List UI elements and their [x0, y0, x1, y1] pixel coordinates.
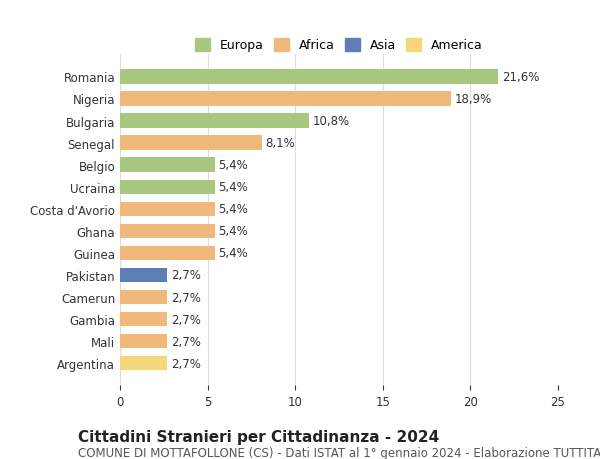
Text: 2,7%: 2,7% — [171, 313, 200, 326]
Text: 2,7%: 2,7% — [171, 357, 200, 370]
Text: 2,7%: 2,7% — [171, 269, 200, 282]
Text: 18,9%: 18,9% — [455, 93, 492, 106]
Bar — [120, 136, 262, 151]
Text: 5,4%: 5,4% — [218, 247, 248, 260]
Bar — [120, 312, 167, 326]
Bar — [120, 268, 167, 282]
Bar — [120, 70, 499, 84]
Legend: Europa, Africa, Asia, America: Europa, Africa, Asia, America — [191, 35, 487, 56]
Text: Cittadini Stranieri per Cittadinanza - 2024: Cittadini Stranieri per Cittadinanza - 2… — [78, 429, 439, 444]
Text: 5,4%: 5,4% — [218, 225, 248, 238]
Bar — [120, 158, 215, 173]
Bar — [120, 114, 309, 129]
Text: 21,6%: 21,6% — [502, 71, 539, 84]
Bar — [120, 246, 215, 261]
Bar — [120, 356, 167, 370]
Bar — [120, 180, 215, 195]
Text: 5,4%: 5,4% — [218, 203, 248, 216]
Text: 2,7%: 2,7% — [171, 291, 200, 304]
Text: 10,8%: 10,8% — [313, 115, 350, 128]
Bar — [120, 224, 215, 239]
Text: 5,4%: 5,4% — [218, 159, 248, 172]
Text: 2,7%: 2,7% — [171, 335, 200, 348]
Bar — [120, 92, 451, 106]
Text: COMUNE DI MOTTAFOLLONE (CS) - Dati ISTAT al 1° gennaio 2024 - Elaborazione TUTTI: COMUNE DI MOTTAFOLLONE (CS) - Dati ISTAT… — [78, 446, 600, 459]
Text: 8,1%: 8,1% — [265, 137, 295, 150]
Bar — [120, 290, 167, 304]
Text: 5,4%: 5,4% — [218, 181, 248, 194]
Bar — [120, 202, 215, 217]
Bar — [120, 334, 167, 348]
